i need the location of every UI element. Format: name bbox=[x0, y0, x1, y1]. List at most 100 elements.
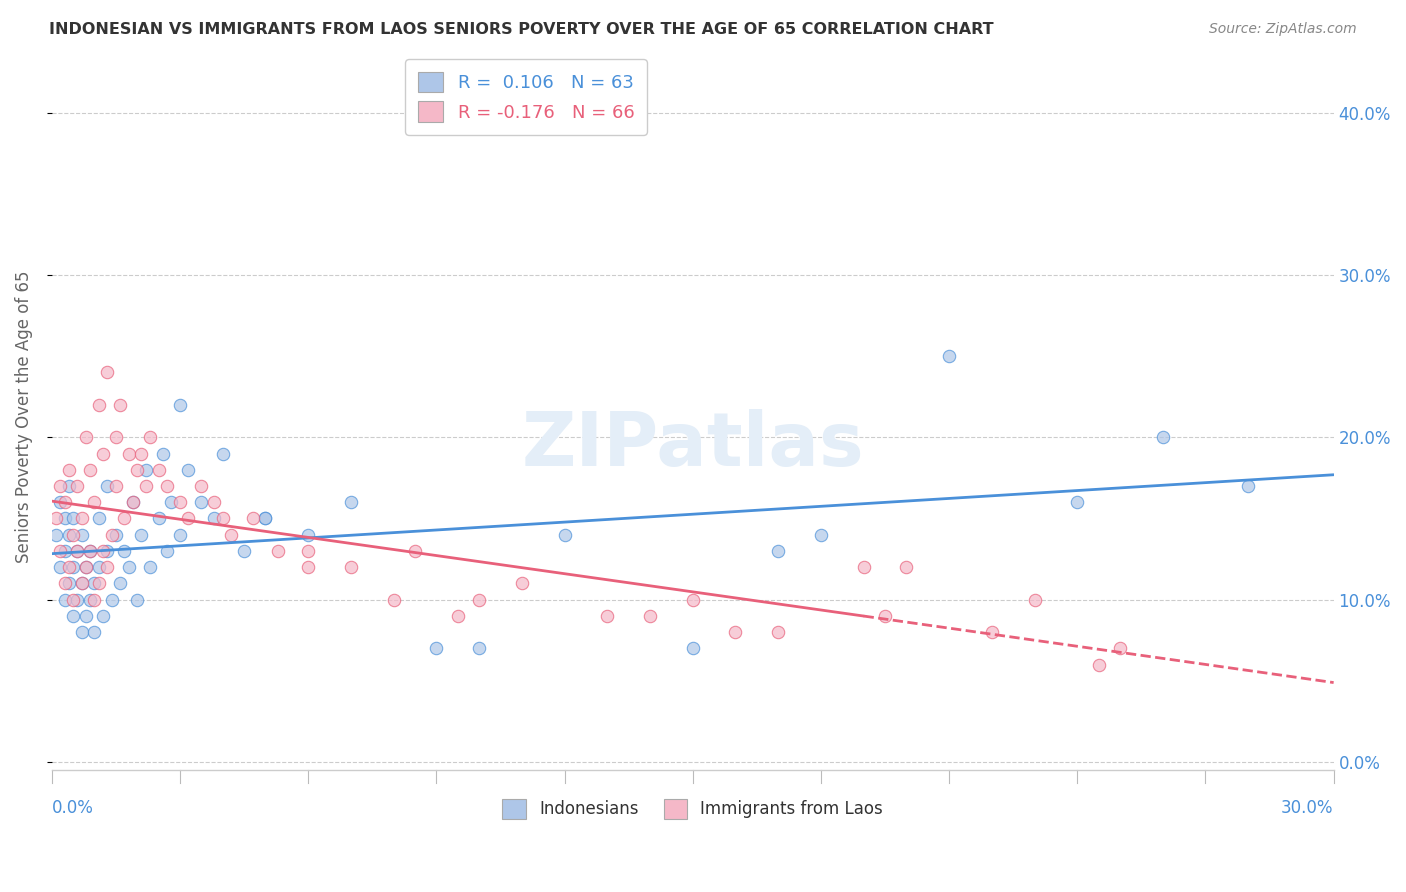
Point bbox=[70, 576, 93, 591]
Point bbox=[70, 527, 93, 541]
Point bbox=[297, 544, 319, 558]
Point bbox=[148, 511, 170, 525]
Point bbox=[131, 527, 153, 541]
Point bbox=[62, 511, 84, 525]
Point bbox=[131, 446, 153, 460]
Point bbox=[53, 495, 76, 509]
Point bbox=[267, 544, 290, 558]
Point bbox=[112, 511, 135, 525]
Point bbox=[62, 608, 84, 623]
Point bbox=[58, 527, 80, 541]
Point bbox=[148, 463, 170, 477]
Point bbox=[425, 641, 447, 656]
Point bbox=[83, 592, 105, 607]
Point bbox=[1087, 657, 1109, 672]
Point bbox=[938, 349, 960, 363]
Point bbox=[122, 495, 145, 509]
Point bbox=[152, 446, 174, 460]
Point bbox=[66, 544, 89, 558]
Point bbox=[104, 430, 127, 444]
Point bbox=[340, 495, 363, 509]
Point bbox=[66, 544, 89, 558]
Point bbox=[297, 527, 319, 541]
Point bbox=[122, 495, 145, 509]
Point bbox=[53, 592, 76, 607]
Point bbox=[810, 527, 832, 541]
Point bbox=[49, 495, 72, 509]
Point bbox=[468, 592, 491, 607]
Point bbox=[202, 495, 225, 509]
Point bbox=[135, 479, 157, 493]
Point bbox=[58, 560, 80, 574]
Point bbox=[1237, 479, 1260, 493]
Point bbox=[104, 479, 127, 493]
Point bbox=[83, 625, 105, 640]
Point bbox=[177, 463, 200, 477]
Point bbox=[233, 544, 256, 558]
Text: 0.0%: 0.0% bbox=[52, 799, 94, 817]
Point bbox=[447, 608, 470, 623]
Point bbox=[724, 625, 747, 640]
Point bbox=[404, 544, 426, 558]
Point bbox=[118, 446, 141, 460]
Point bbox=[100, 592, 122, 607]
Point bbox=[112, 544, 135, 558]
Point bbox=[254, 511, 277, 525]
Point bbox=[87, 560, 110, 574]
Point bbox=[87, 576, 110, 591]
Point bbox=[169, 495, 191, 509]
Point bbox=[682, 592, 704, 607]
Point bbox=[108, 576, 131, 591]
Point bbox=[45, 511, 67, 525]
Point bbox=[53, 511, 76, 525]
Point bbox=[510, 576, 533, 591]
Point bbox=[553, 527, 575, 541]
Point bbox=[62, 560, 84, 574]
Point bbox=[127, 592, 149, 607]
Point bbox=[87, 398, 110, 412]
Point bbox=[75, 430, 97, 444]
Text: ZIPatlas: ZIPatlas bbox=[522, 409, 865, 482]
Text: 30.0%: 30.0% bbox=[1281, 799, 1334, 817]
Point bbox=[108, 398, 131, 412]
Point bbox=[79, 544, 101, 558]
Point bbox=[91, 544, 114, 558]
Point bbox=[75, 560, 97, 574]
Point bbox=[96, 544, 118, 558]
Point bbox=[79, 544, 101, 558]
Point bbox=[62, 527, 84, 541]
Point bbox=[219, 527, 242, 541]
Point bbox=[75, 560, 97, 574]
Point bbox=[382, 592, 405, 607]
Point bbox=[468, 641, 491, 656]
Text: INDONESIAN VS IMMIGRANTS FROM LAOS SENIORS POVERTY OVER THE AGE OF 65 CORRELATIO: INDONESIAN VS IMMIGRANTS FROM LAOS SENIO… bbox=[49, 22, 994, 37]
Point bbox=[135, 463, 157, 477]
Point bbox=[49, 544, 72, 558]
Point bbox=[169, 398, 191, 412]
Point bbox=[190, 495, 212, 509]
Point bbox=[638, 608, 661, 623]
Point bbox=[156, 544, 179, 558]
Point bbox=[1066, 495, 1088, 509]
Point bbox=[91, 608, 114, 623]
Y-axis label: Seniors Poverty Over the Age of 65: Seniors Poverty Over the Age of 65 bbox=[15, 271, 32, 563]
Point bbox=[100, 527, 122, 541]
Point bbox=[682, 641, 704, 656]
Point bbox=[127, 463, 149, 477]
Point bbox=[340, 560, 363, 574]
Point bbox=[62, 592, 84, 607]
Point bbox=[83, 576, 105, 591]
Point bbox=[980, 625, 1002, 640]
Point bbox=[91, 446, 114, 460]
Legend: Indonesians, Immigrants from Laos: Indonesians, Immigrants from Laos bbox=[496, 793, 890, 825]
Point bbox=[49, 479, 72, 493]
Point bbox=[58, 463, 80, 477]
Point bbox=[160, 495, 183, 509]
Point bbox=[96, 560, 118, 574]
Point bbox=[1109, 641, 1132, 656]
Point bbox=[96, 365, 118, 379]
Point bbox=[596, 608, 619, 623]
Point bbox=[169, 527, 191, 541]
Point bbox=[66, 479, 89, 493]
Point bbox=[1152, 430, 1174, 444]
